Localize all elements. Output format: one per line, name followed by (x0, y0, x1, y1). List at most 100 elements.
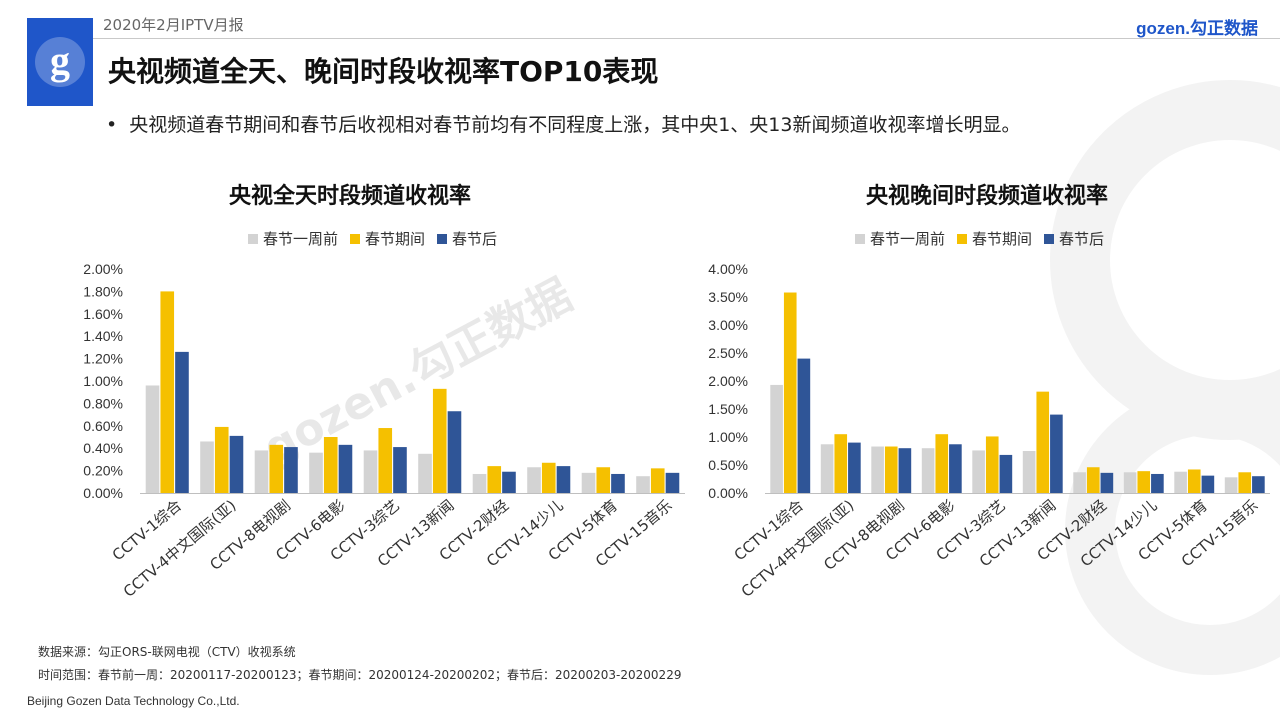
bar (1187, 469, 1201, 493)
brand-logo: gozen.勾正数据 (1136, 19, 1258, 38)
bar (432, 388, 447, 493)
bar (898, 448, 912, 493)
bar (556, 466, 571, 493)
legend-item-after: 春节后 (1044, 228, 1104, 249)
y-tick-label: 1.20% (83, 351, 123, 367)
bar (229, 435, 244, 493)
legend-item-before: 春节一周前 (855, 228, 945, 249)
y-tick-label: 0.60% (83, 418, 123, 434)
y-tick-label: 1.60% (83, 306, 123, 322)
y-tick-label: 0.40% (83, 440, 123, 456)
bar (665, 472, 680, 493)
legend-item-during: 春节期间 (957, 228, 1032, 249)
bar (650, 468, 665, 493)
bar (269, 444, 284, 493)
bar (284, 447, 298, 493)
summary-bullet: • 央视频道春节期间和春节后收视相对春节前均有不同程度上涨，其中央1、央13新闻频… (106, 110, 1021, 137)
bar (175, 351, 189, 493)
bar (581, 472, 596, 493)
bar (972, 450, 985, 493)
summary-text: 央视频道春节期间和春节后收视相对春节前均有不同程度上涨，其中央1、央13新闻频道… (129, 114, 1021, 136)
legend-swatch-during (350, 233, 361, 244)
bar (871, 446, 884, 493)
footer-source: 数据来源：勾正ORS-联网电视（CTV）收视系统 (38, 645, 296, 659)
bar (1022, 451, 1036, 493)
legend-swatch-after (437, 233, 448, 244)
footer-time-range: 时间范围：春节前一周：20200117-20200123；春节期间：202001… (38, 668, 682, 682)
y-tick-label: 1.00% (83, 373, 123, 389)
bar (487, 466, 502, 493)
bar (884, 446, 898, 493)
legend-swatch-during (957, 233, 968, 244)
bar (1201, 475, 1215, 493)
bar (309, 452, 323, 493)
y-tick-label: 0.00% (83, 485, 123, 501)
legend-label-before: 春节一周前 (870, 230, 946, 248)
bar (378, 428, 393, 493)
legend-label-before: 春节一周前 (263, 230, 339, 248)
bar (999, 454, 1013, 493)
bar (1100, 472, 1114, 493)
y-tick-label: 0.00% (708, 485, 748, 501)
bar (393, 447, 407, 493)
bar (254, 450, 269, 493)
chart-title-right: 央视晚间时段频道收视率 (865, 184, 1108, 209)
bar (1050, 414, 1063, 493)
footer-company: Beijing Gozen Data Technology Co.,Ltd. (27, 694, 240, 708)
bar (447, 411, 462, 493)
y-tick-label: 1.50% (708, 401, 748, 417)
bar (1174, 471, 1187, 493)
bar (596, 467, 611, 493)
y-tick-label: 4.00% (708, 261, 748, 277)
report-month-label: 2020年2月IPTV月报 (103, 16, 244, 34)
y-tick-label: 3.50% (708, 289, 748, 305)
bar (1151, 473, 1164, 493)
legend-right: 春节一周前 春节期间 春节后 (855, 228, 1104, 249)
y-tick-label: 1.80% (83, 283, 123, 299)
legend-label-after: 春节后 (1059, 230, 1105, 248)
legend-item-after: 春节后 (437, 228, 497, 249)
bar (1123, 472, 1137, 493)
legend-label-during: 春节期间 (972, 230, 1033, 248)
bar (160, 291, 175, 493)
bar (783, 292, 797, 493)
legend-swatch-after (1044, 233, 1055, 244)
y-tick-label: 0.50% (708, 457, 748, 473)
y-tick-label: 2.00% (708, 373, 748, 389)
header-divider (93, 38, 1280, 39)
bullet-dot-icon: • (106, 114, 118, 136)
bar (1252, 476, 1265, 493)
bar (323, 437, 338, 493)
bar (502, 471, 516, 493)
bar (1073, 472, 1086, 493)
legend-swatch-before (248, 233, 258, 244)
bar (770, 384, 783, 493)
y-tick-label: 0.80% (83, 395, 123, 411)
y-tick-label: 3.00% (708, 317, 748, 333)
bar (1036, 391, 1050, 493)
bar (214, 426, 229, 493)
bar (338, 444, 353, 493)
bar (541, 462, 556, 493)
bar (611, 473, 625, 493)
y-tick-label: 0.20% (83, 463, 123, 479)
y-tick-label: 2.00% (83, 261, 123, 277)
logo-letter: g (50, 38, 70, 83)
bar (1224, 477, 1238, 493)
bar (949, 444, 962, 493)
bar (418, 453, 432, 493)
bar (985, 436, 999, 493)
y-tick-label: 2.50% (708, 345, 748, 361)
bar (145, 385, 160, 493)
bar (797, 358, 811, 493)
bar (636, 476, 650, 493)
y-tick-label: 1.00% (708, 429, 748, 445)
chart-title-left: 央视全天时段频道收视率 (228, 184, 471, 209)
logo-block: g (27, 18, 93, 106)
legend-label-during: 春节期间 (365, 230, 426, 248)
legend-item-before: 春节一周前 (248, 228, 338, 249)
legend-label-after: 春节后 (452, 230, 498, 248)
bar (921, 448, 935, 493)
y-tick-label: 1.40% (83, 328, 123, 344)
